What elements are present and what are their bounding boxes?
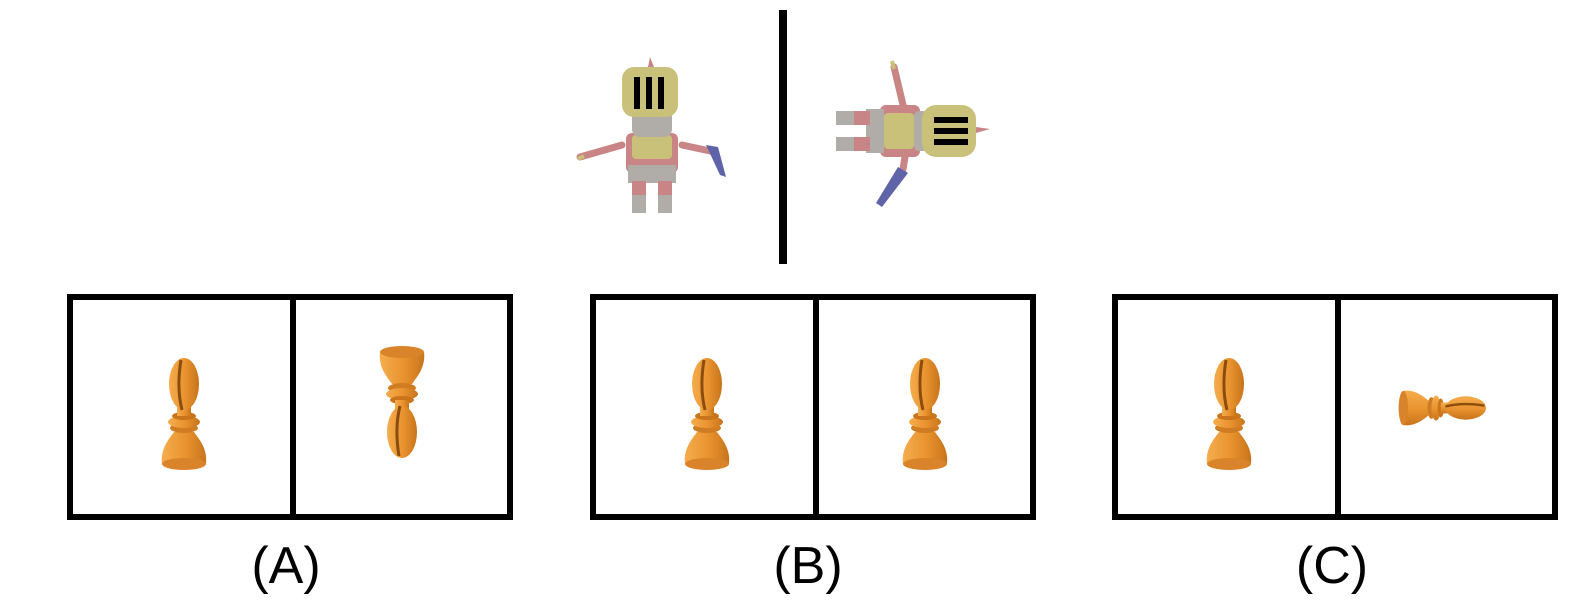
option-b-divider (813, 300, 819, 514)
option-b-left-cell (596, 300, 813, 514)
option-b-label: (B) (773, 537, 843, 595)
knight-figure-icon (576, 57, 726, 213)
pawn-upright-icon (683, 356, 731, 472)
option-a-panel[interactable] (67, 294, 513, 520)
pawn-flipped-icon (378, 344, 426, 460)
option-c-left-cell (1118, 300, 1335, 514)
reference-divider (779, 10, 787, 264)
pawn-upright-icon (901, 356, 949, 472)
option-a-left-cell (73, 300, 290, 514)
option-a-right-cell (296, 300, 507, 514)
pawn-lying-icon (1397, 389, 1488, 427)
reference-view-right (830, 55, 1000, 215)
option-c-divider (1335, 300, 1341, 514)
option-b-right-cell (819, 300, 1030, 514)
option-b-panel[interactable] (590, 294, 1036, 520)
reference-view-left (570, 55, 740, 220)
knight-figure-rotated-icon (836, 60, 990, 207)
pawn-upright-icon (160, 356, 208, 472)
option-c-panel[interactable] (1112, 294, 1558, 520)
option-c-right-cell (1341, 300, 1552, 514)
option-a-label: (A) (251, 537, 321, 595)
option-a-divider (290, 300, 296, 514)
pawn-upright-icon (1205, 356, 1253, 472)
option-c-label: (C) (1295, 537, 1369, 595)
